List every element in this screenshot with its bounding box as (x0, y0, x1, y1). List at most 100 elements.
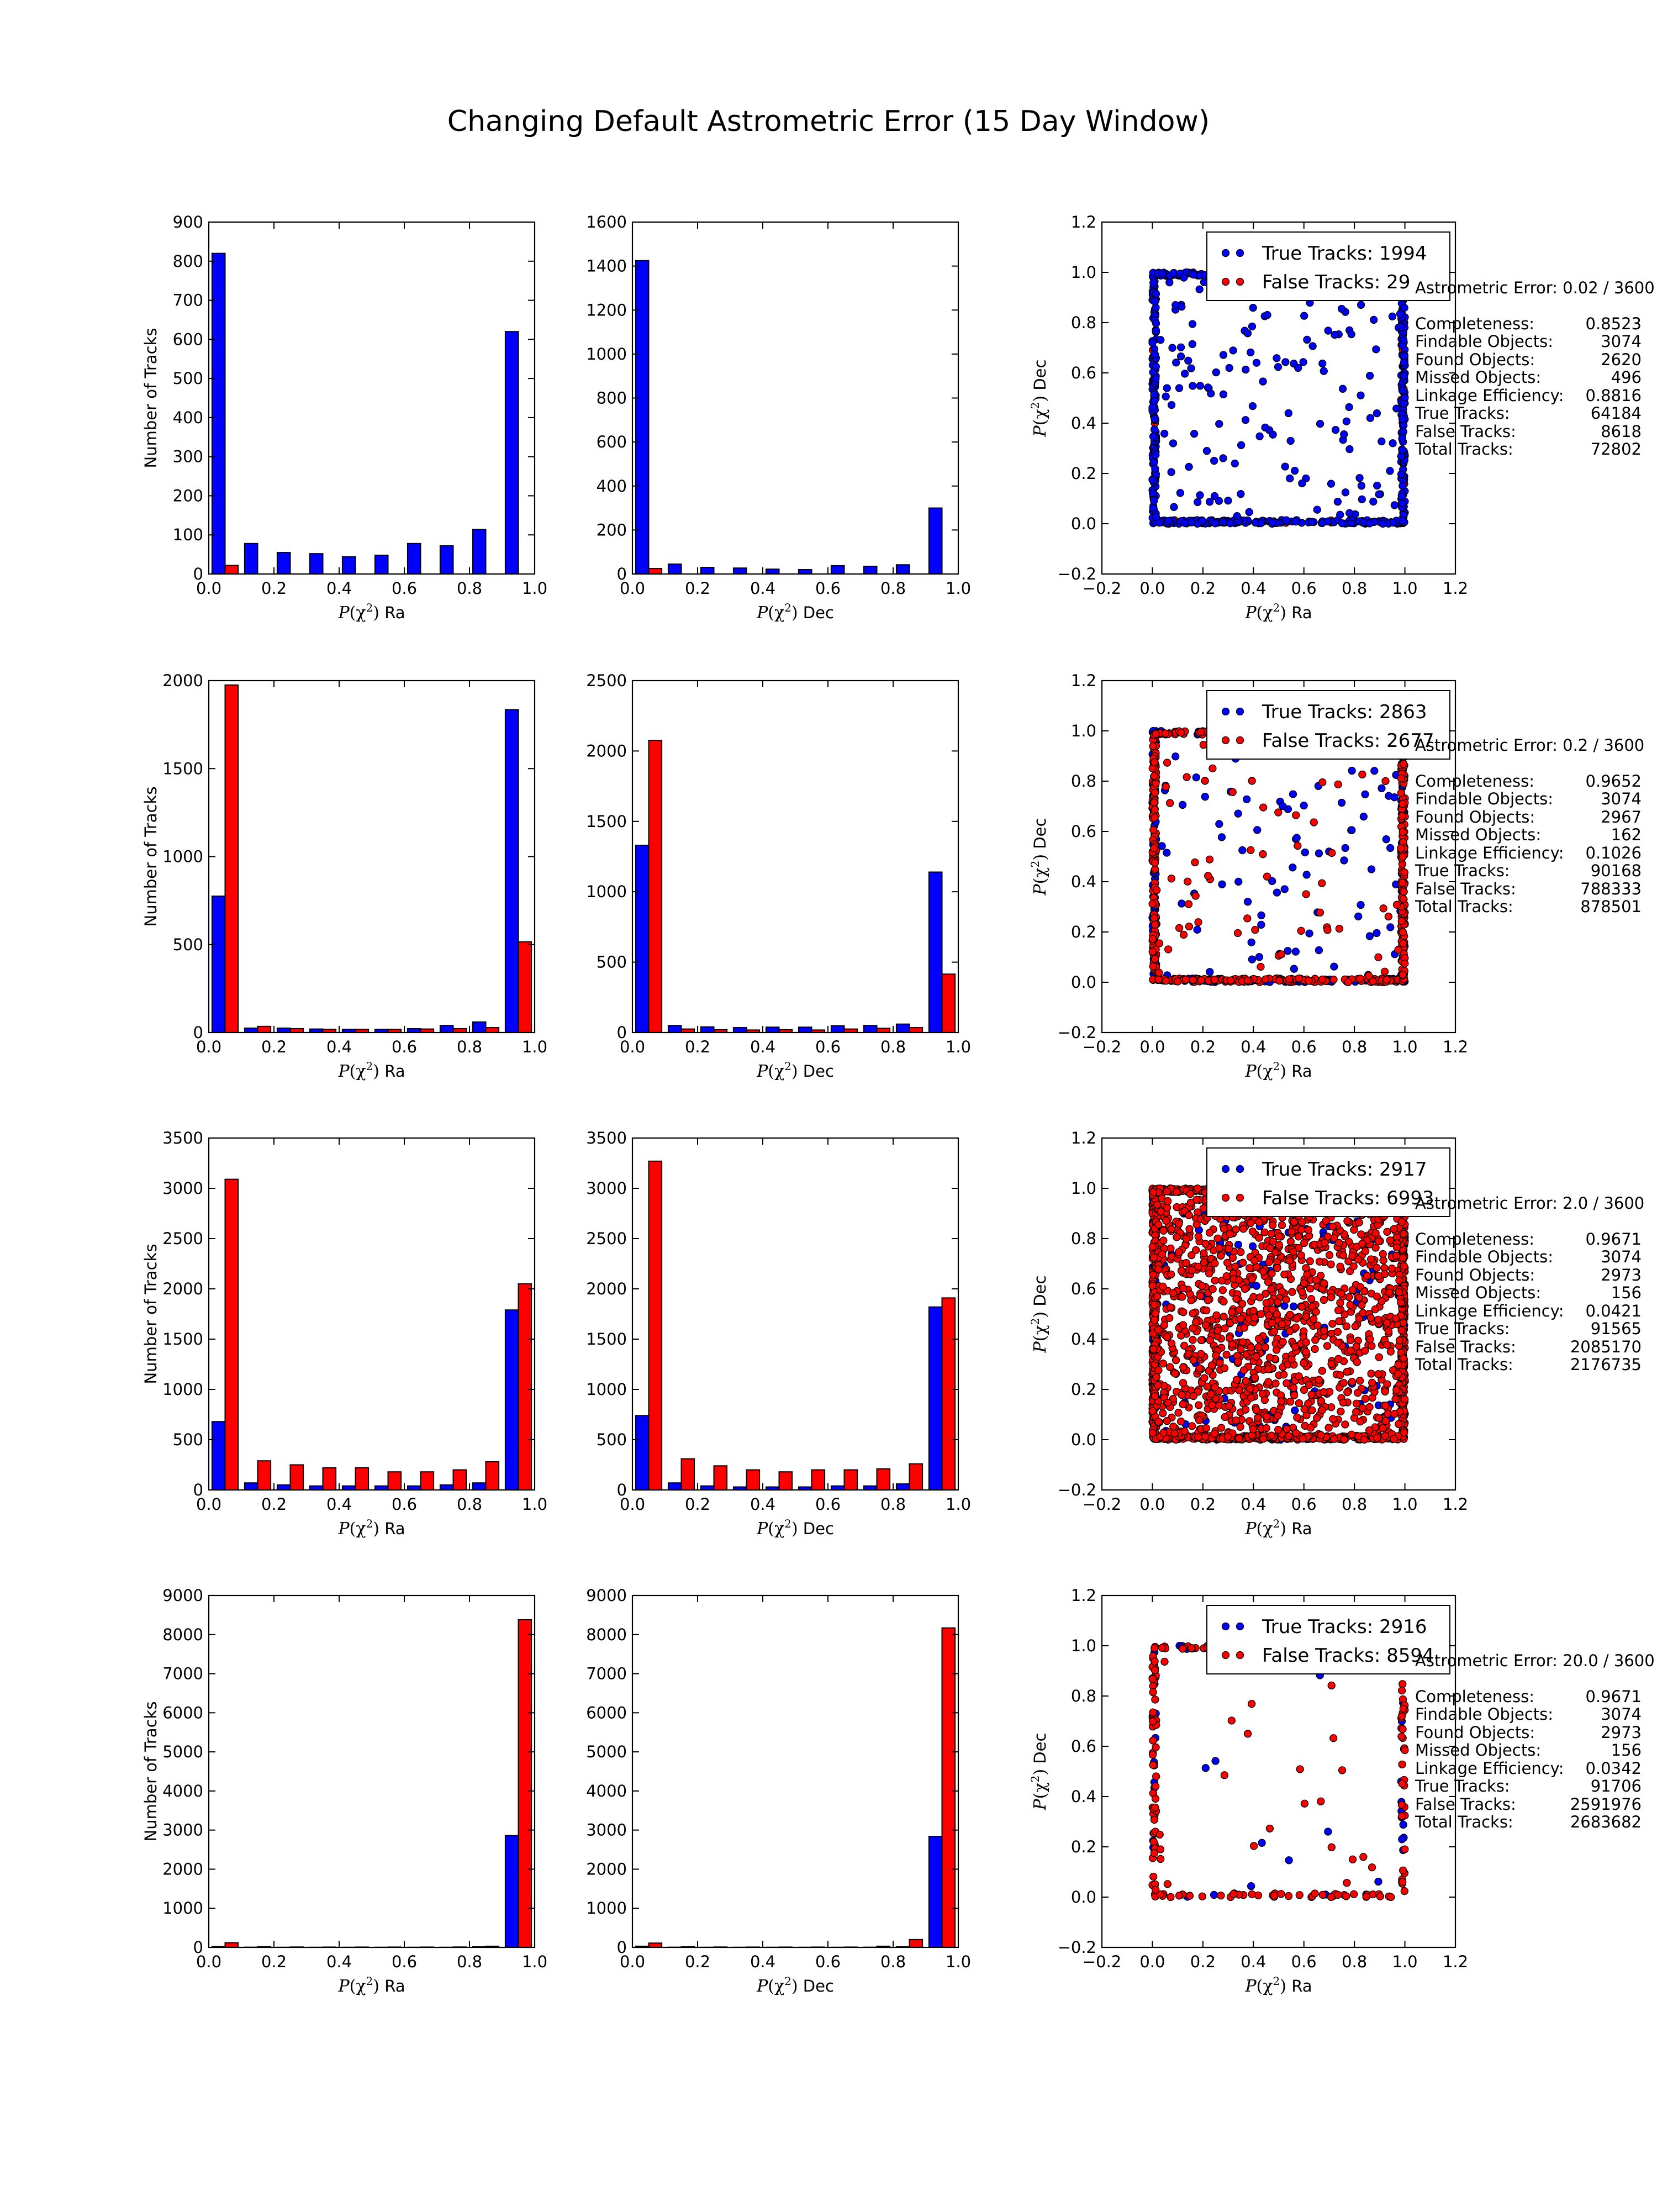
point-true-530 (1170, 270, 1177, 277)
point-false-2004 (1367, 1314, 1374, 1321)
point-false-1300 (1399, 1254, 1406, 1261)
point-false-472 (1151, 806, 1158, 813)
point-false-2179 (1335, 1355, 1342, 1362)
point-false-2011 (1160, 1227, 1167, 1234)
point-false-1906 (1190, 1393, 1197, 1400)
point-true-605 (1152, 363, 1159, 370)
point-false-2073 (1320, 1389, 1327, 1396)
point-false-2176 (1395, 1370, 1402, 1377)
point-true-371 (1258, 912, 1265, 919)
point-true-758 (1373, 346, 1380, 353)
point-true-641 (1259, 378, 1267, 385)
point-true-689 (1291, 467, 1299, 475)
point-true-539 (1153, 327, 1160, 334)
point-true-565 (1400, 401, 1407, 408)
point-false-1999 (1233, 1295, 1240, 1303)
point-false-1917 (1385, 1328, 1392, 1335)
point-true-664 (1331, 331, 1338, 339)
ytick-label: 2000 (162, 1860, 203, 1878)
xtick-label: 0.0 (620, 579, 645, 598)
point-false-2029 (1249, 1228, 1256, 1235)
point-false-2065 (1334, 1339, 1342, 1346)
legend-marker-false-a (1222, 737, 1229, 744)
point-false-2075 (1375, 1371, 1382, 1378)
point-false-2030 (1211, 1384, 1218, 1391)
point-false-2139 (1236, 1435, 1243, 1442)
point-false-1830 (1396, 1289, 1403, 1296)
point-true-309 (1289, 864, 1296, 871)
ytick-label: 500 (173, 369, 203, 388)
xtick-label: 0.2 (685, 579, 710, 598)
point-false-1642 (1255, 1335, 1263, 1342)
point-false-1692 (1297, 1252, 1305, 1259)
point-true-496 (1159, 270, 1166, 277)
point-true-684 (1366, 414, 1374, 422)
point-false-1763 (1209, 1402, 1216, 1409)
point-false-2005 (1173, 1188, 1180, 1195)
point-true-655 (1149, 404, 1156, 411)
point-true-246 (1253, 1282, 1260, 1289)
point-false-2185 (1394, 1244, 1401, 1251)
point-true-366 (1308, 518, 1315, 525)
ytick-label: 3000 (586, 1179, 627, 1198)
ytick-label: 1.2 (1071, 671, 1096, 690)
point-false-1769 (1224, 1433, 1231, 1440)
point-true-355 (1360, 813, 1367, 820)
ytick-label: 1000 (586, 1899, 627, 1918)
ytick-label: 6000 (162, 1703, 203, 1722)
point-true-342 (1235, 878, 1242, 885)
bar-true-9 (505, 331, 519, 574)
bar-false-0 (649, 740, 662, 1033)
point-true-726 (1378, 438, 1385, 445)
point-false-2096 (1209, 1362, 1216, 1369)
point-false-2039 (1272, 1380, 1279, 1387)
point-false-1635 (1318, 1407, 1326, 1414)
point-false-2184 (1250, 1307, 1257, 1314)
point-true-627 (1334, 498, 1341, 505)
point-false-1878 (1149, 1271, 1157, 1278)
point-false-1800 (1218, 1424, 1225, 1431)
point-false-1970 (1159, 1360, 1167, 1367)
point-false-557 (1257, 963, 1264, 970)
legend-label-false: False Tracks: 2677 (1262, 730, 1434, 752)
point-false-1912 (1302, 1313, 1310, 1320)
point-false-517 (1375, 954, 1382, 961)
point-false-514 (1168, 875, 1175, 882)
point-false-2053 (1195, 1434, 1202, 1441)
bar-false-9 (519, 1284, 532, 1490)
point-false-1649 (1274, 1412, 1281, 1419)
point-true-690 (1231, 460, 1238, 467)
point-true-755 (1370, 316, 1378, 323)
point-false-1402 (1352, 1323, 1359, 1330)
point-true-660 (1249, 304, 1257, 312)
point-true-707 (1172, 302, 1179, 309)
point-true-546 (1152, 451, 1159, 459)
point-false-1842 (1155, 1221, 1162, 1228)
point-false-1932 (1267, 1245, 1274, 1252)
point-true-642 (1220, 455, 1227, 462)
ylabel: Number of Tracks (141, 787, 160, 927)
bar-false-0 (225, 1943, 239, 1947)
point-false-2100 (1305, 1226, 1312, 1234)
point-false-2196 (1236, 1387, 1243, 1394)
point-false-2120 (1248, 1276, 1255, 1283)
point-false-1754 (1261, 1397, 1268, 1404)
point-false-2147 (1313, 1277, 1320, 1284)
point-false-1939 (1263, 1299, 1270, 1307)
xlabel: P(χ2) Ra (1244, 1517, 1312, 1539)
bar-true-6 (408, 544, 421, 574)
point-false-1515 (1166, 1314, 1173, 1321)
point-false-1977 (1275, 1426, 1282, 1434)
point-true-644 (1248, 323, 1255, 330)
point-true-377 (1201, 793, 1209, 800)
ytick-label: 0.8 (1071, 313, 1096, 332)
ytick-label: 0.6 (1071, 364, 1096, 382)
point-false-913 (1291, 1392, 1298, 1399)
ytick-label: 2000 (586, 1279, 627, 1298)
point-false-2043 (1196, 1416, 1203, 1424)
point-false-1644 (1313, 1414, 1321, 1421)
ytick-label: 1000 (586, 345, 627, 364)
ylabel: Number of Tracks (141, 328, 160, 468)
point-false-1821 (1307, 1285, 1314, 1292)
